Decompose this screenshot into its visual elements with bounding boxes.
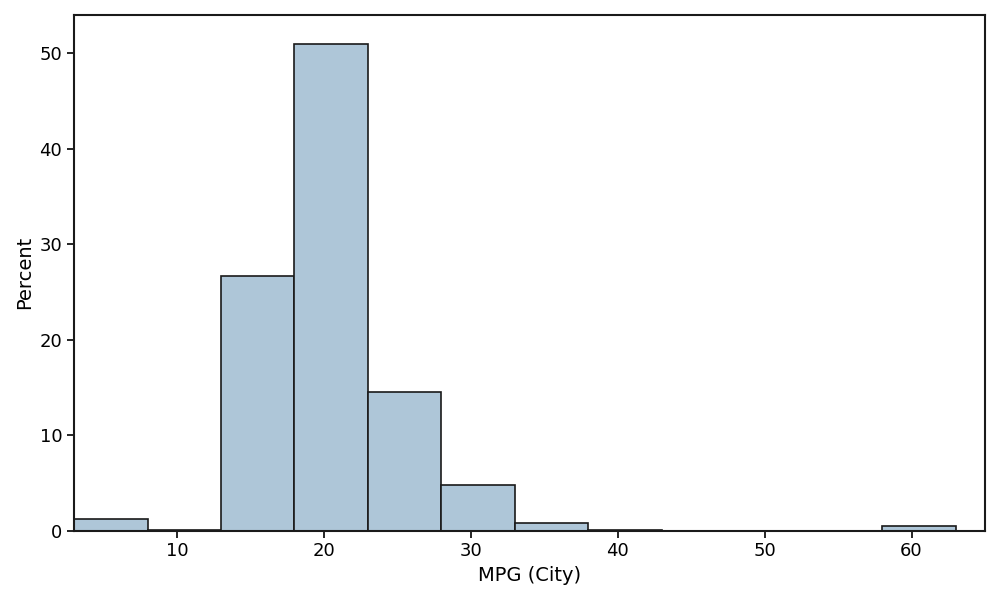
Bar [441, 485, 515, 530]
Bar [882, 526, 956, 530]
Bar [294, 44, 368, 530]
Bar [221, 275, 294, 530]
Bar [515, 523, 588, 530]
Y-axis label: Percent: Percent [15, 236, 34, 310]
Bar [368, 392, 441, 530]
X-axis label: MPG (City): MPG (City) [478, 566, 581, 585]
Bar [74, 519, 148, 530]
